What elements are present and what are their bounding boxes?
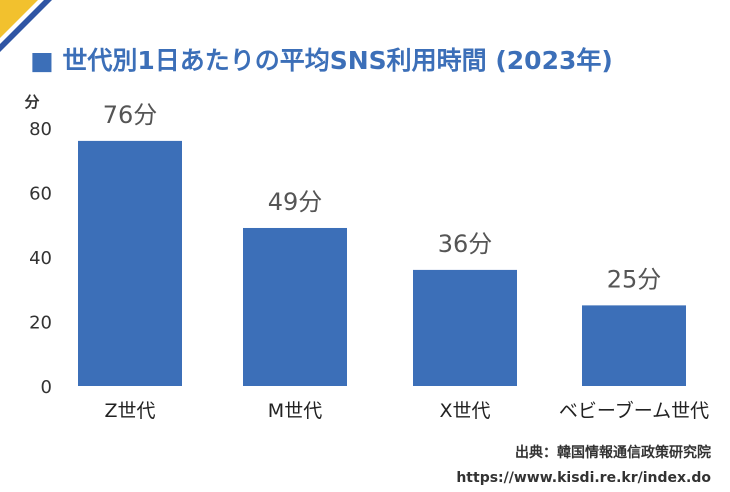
x-tick-label: M世代 [268, 400, 322, 422]
data-label: 49分 [268, 188, 323, 216]
data-label: 76分 [103, 101, 158, 129]
x-tick-label: Z世代 [104, 400, 155, 422]
x-tick-label: X世代 [439, 400, 490, 422]
bar [243, 227, 347, 386]
y-axis-ticks: 0 20 40 60 80 [29, 119, 52, 398]
y-tick-label: 40 [29, 248, 52, 269]
chart-title: ■ 世代別1日あたりの平均SNS利用時間 (2023年) [30, 46, 613, 75]
y-tick-label: 0 [41, 377, 52, 398]
data-labels-group: 76分 49分 36分 25分 [103, 101, 662, 293]
y-tick-label: 80 [29, 119, 52, 140]
source-url[interactable]: https://www.kisdi.re.kr/index.do [456, 470, 711, 486]
y-tick-label: 20 [29, 313, 52, 334]
y-tick-label: 60 [29, 184, 52, 205]
bar [78, 140, 182, 386]
data-label: 25分 [607, 265, 662, 293]
bars-group [78, 140, 686, 386]
corner-decoration-yellow [0, 0, 38, 38]
source-credit: 出典：韓国情報通信政策研究院 [515, 444, 711, 461]
x-axis-labels: Z世代 M世代 X世代 ベビーブーム世代 [104, 399, 709, 422]
y-axis-unit-label: 分 [24, 93, 39, 111]
bar [582, 305, 686, 386]
x-tick-label: ベビーブーム世代 [559, 399, 709, 422]
corner-decoration-blue [0, 0, 52, 52]
data-label: 36分 [438, 230, 493, 258]
bar [413, 269, 517, 386]
